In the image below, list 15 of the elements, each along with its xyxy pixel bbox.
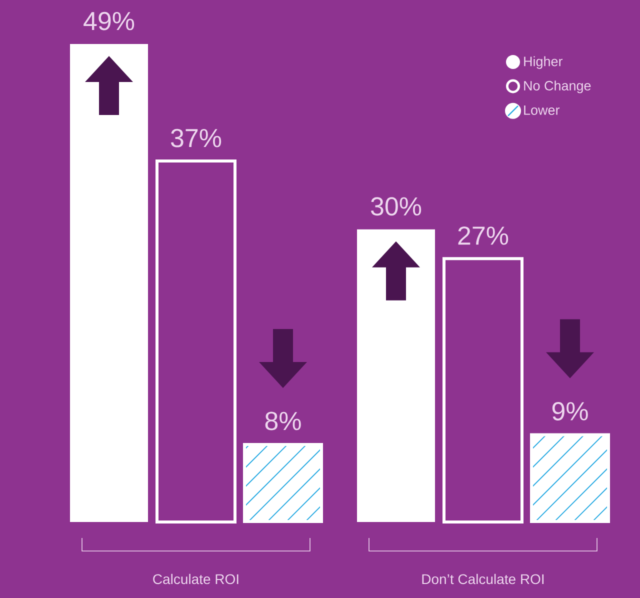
- data-label: 37%: [170, 128, 222, 148]
- x-tick-label: Calculate ROI: [153, 574, 238, 584]
- data-label: 49%: [84, 12, 134, 30]
- bar: [70, 44, 148, 522]
- data-label: 30%: [370, 197, 422, 216]
- legend-label: Lower: [524, 105, 560, 115]
- data-label: 8%: [265, 412, 301, 430]
- legend-label: No Change: [524, 80, 591, 94]
- bar: [156, 160, 237, 524]
- bar: [357, 229, 436, 522]
- data-label: 9%: [552, 402, 588, 420]
- x-tick-label: Don’t Calculate ROI: [422, 574, 544, 584]
- legend-label: Higher: [524, 56, 563, 69]
- data-label: 27%: [458, 226, 508, 245]
- bar: [442, 257, 524, 524]
